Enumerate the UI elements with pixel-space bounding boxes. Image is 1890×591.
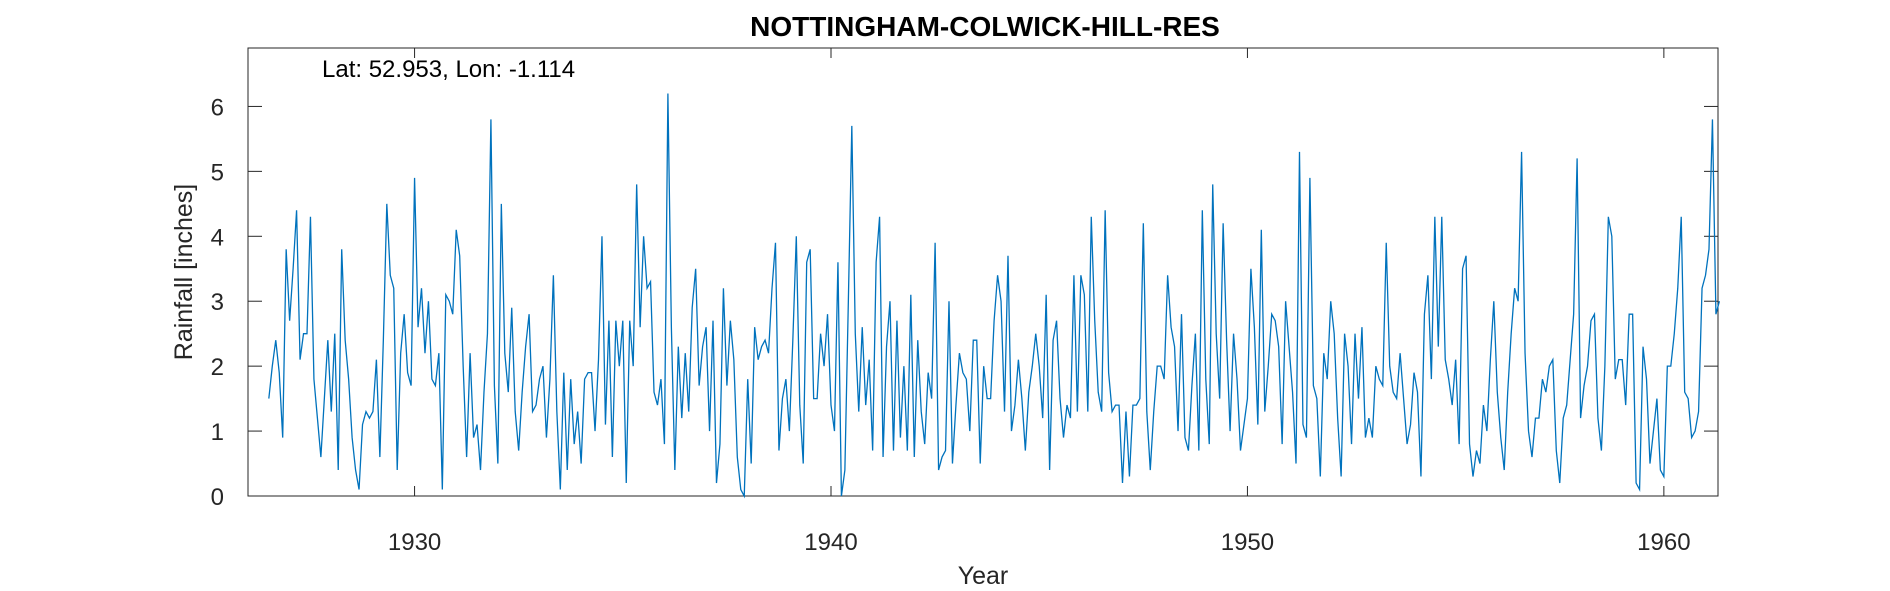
y-tick-label: 3 bbox=[211, 289, 224, 316]
plot-area bbox=[247, 47, 1719, 497]
x-tick-label: 1950 bbox=[1221, 529, 1274, 556]
y-tick-label: 5 bbox=[211, 159, 224, 186]
y-axis-label: Rainfall [inches] bbox=[170, 184, 198, 360]
y-tick-label: 0 bbox=[211, 484, 224, 511]
x-axis: 1930 1940 1950 1960 bbox=[388, 48, 1691, 556]
x-tick-label: 1960 bbox=[1637, 529, 1690, 556]
y-tick-label: 2 bbox=[211, 354, 224, 381]
y-tick-label: 1 bbox=[211, 419, 224, 446]
location-annotation: Lat: 52.953, Lon: -1.114 bbox=[322, 56, 575, 83]
y-tick-label: 4 bbox=[211, 224, 224, 251]
rainfall-series-line bbox=[268, 93, 1721, 499]
x-tick-label: 1940 bbox=[804, 529, 857, 556]
x-axis-label: Year bbox=[958, 562, 1009, 590]
x-tick-label: 1930 bbox=[388, 529, 441, 556]
y-tick-label: 6 bbox=[211, 94, 224, 121]
y-axis: 0 1 2 3 4 5 6 bbox=[211, 94, 1718, 511]
plot-box bbox=[247, 47, 1719, 497]
chart-title: NOTTINGHAM-COLWICK-HILL-RES bbox=[750, 11, 1220, 42]
